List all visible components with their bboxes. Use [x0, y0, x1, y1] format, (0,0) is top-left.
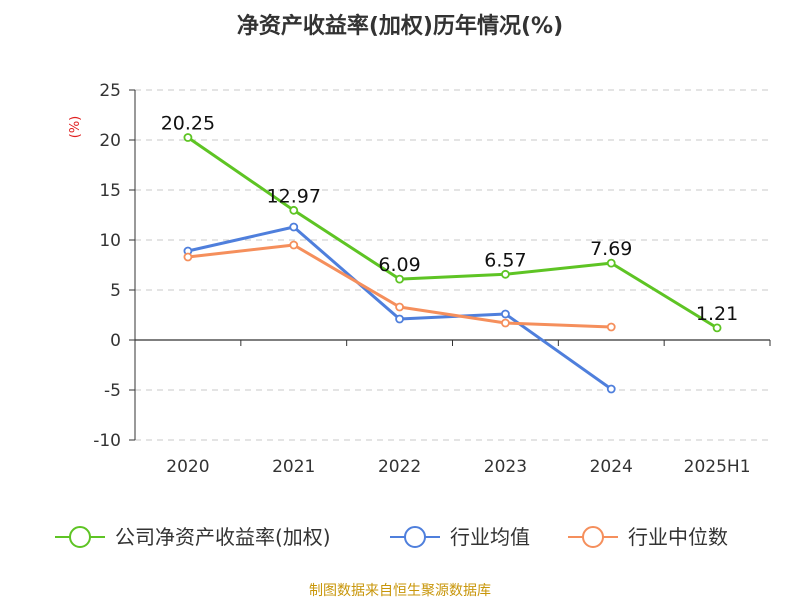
data-label: 6.57	[484, 249, 526, 271]
y-tick-label: 15	[99, 181, 121, 201]
x-tick-label: 2022	[378, 457, 421, 477]
data-label: 1.21	[696, 303, 738, 325]
data-point	[501, 318, 510, 328]
y-tick-label: -5	[104, 381, 121, 401]
y-tick-label: 20	[99, 131, 121, 151]
legend-label: 行业均值	[450, 525, 530, 549]
series-group	[183, 133, 722, 394]
legend-marker	[404, 526, 426, 548]
data-labels: 20.25 12.97 6.09 6.57 7.69 1.21	[161, 113, 739, 325]
data-point	[395, 274, 404, 284]
y-tick-label: -10	[93, 431, 121, 451]
legend-marker	[69, 526, 91, 548]
data-point	[183, 133, 193, 142]
gridlines	[135, 89, 770, 441]
data-point	[395, 302, 404, 312]
legend-label: 行业中位数	[628, 525, 728, 549]
x-tick-label: 2023	[484, 457, 527, 477]
data-point	[606, 322, 616, 332]
x-tick-label: 2021	[272, 457, 315, 477]
y-axis-ticks: 25 20 15 10 5 0 -5 -10	[93, 81, 135, 451]
series-2	[183, 222, 616, 394]
x-axis-ticks: 2020 2021 2022 2023 2024 2025H1	[134, 340, 771, 477]
x-tick-label: 2025H1	[684, 457, 751, 477]
data-point	[289, 205, 299, 215]
x-tick-label: 2020	[166, 457, 209, 477]
data-point	[501, 309, 510, 319]
data-label: 7.69	[590, 238, 632, 260]
data-point	[183, 252, 193, 262]
legend-label: 公司净资产收益率(加权)	[115, 525, 331, 549]
y-tick-label: 0	[110, 331, 121, 351]
data-label: 12.97	[267, 185, 321, 207]
data-point	[606, 384, 616, 394]
legend-item: 行业中位数	[568, 525, 728, 549]
data-point	[395, 314, 404, 324]
chart-title: 净资产收益率(加权)历年情况(%)	[237, 13, 563, 39]
y-axis-unit: (%)	[68, 116, 83, 139]
data-point	[289, 222, 299, 232]
legend: 公司净资产收益率(加权) 行业均值 行业中位数	[55, 525, 728, 549]
series-3	[183, 240, 616, 332]
axes	[134, 90, 770, 440]
legend-item: 公司净资产收益率(加权)	[55, 525, 331, 549]
y-tick-label: 5	[110, 281, 121, 301]
x-tick-label: 2024	[590, 457, 633, 477]
data-point	[501, 269, 510, 279]
source-note: 制图数据来自恒生聚源数据库	[309, 583, 491, 599]
legend-marker	[582, 526, 604, 548]
data-point	[606, 258, 616, 268]
y-tick-label: 25	[99, 81, 121, 101]
data-label: 6.09	[378, 254, 420, 276]
series-1	[183, 133, 722, 333]
series-line	[187, 136, 718, 330]
data-label: 20.25	[161, 113, 215, 135]
legend-item: 行业均值	[390, 525, 530, 549]
data-point	[289, 240, 299, 250]
data-point	[712, 323, 722, 333]
y-tick-label: 10	[99, 231, 121, 251]
